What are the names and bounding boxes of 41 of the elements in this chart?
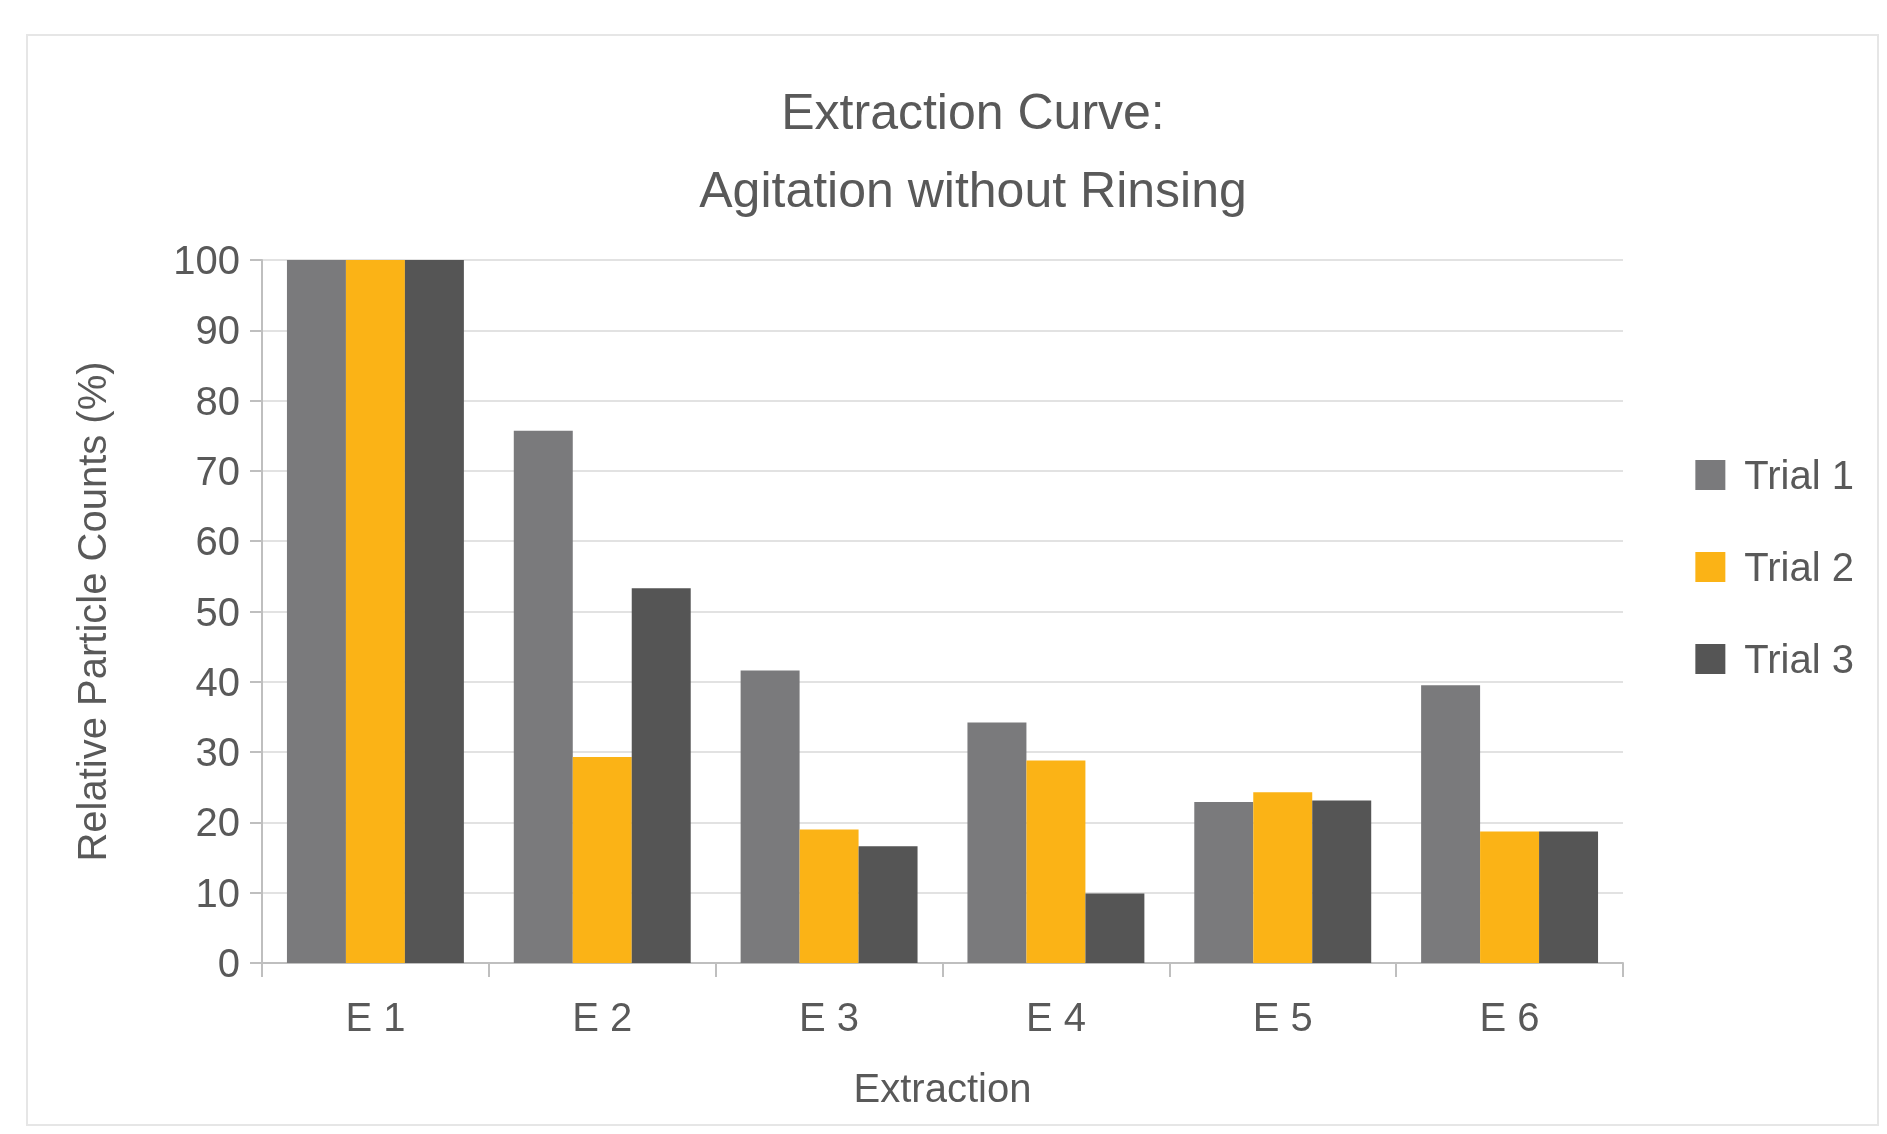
bar [858,846,918,963]
y-tick-label: 60 [195,519,240,564]
bar [345,260,405,963]
bar [1253,792,1313,963]
bar [1312,800,1372,963]
y-tick-label: 50 [195,589,240,634]
x-axis-title: Extraction [853,1066,1032,1110]
legend-label: Trial 3 [1744,637,1855,681]
legend-label: Trial 2 [1744,545,1855,589]
y-tick-label: 0 [217,941,240,985]
bar [286,260,346,963]
y-tick-label: 90 [195,308,240,353]
bar [631,588,691,963]
y-tick-label: 10 [195,870,240,915]
bar [1480,831,1540,963]
x-tick-label: E 1 [345,995,406,1039]
bar [572,757,632,963]
bar [1194,802,1254,963]
x-tick-label: E 3 [799,995,860,1039]
x-tick-label: E 6 [1479,995,1540,1039]
bar [404,260,464,963]
bar [513,430,573,963]
chart-title: Extraction Curve: Agitation without Rinsing [699,84,1247,218]
bar [1085,893,1145,963]
y-tick-label: 20 [195,800,240,845]
legend-label: Trial 1 [1744,453,1855,497]
y-tick-label: 100 [173,238,240,282]
x-tick-label: E 4 [1025,995,1086,1039]
bar [1026,760,1086,963]
y-tick-label: 30 [195,730,240,775]
y-axis-title: Relative Particle Counts (%) [70,361,114,862]
bar [1421,685,1481,963]
x-tick-label: E 5 [1252,995,1313,1039]
x-tick-label: E 2 [572,995,633,1039]
bar [967,722,1027,963]
bar [1539,831,1599,963]
bar [740,670,800,963]
y-tick-label: 40 [195,659,240,704]
y-tick-label: 80 [195,378,240,423]
bar [799,829,859,963]
y-tick-label: 70 [195,448,240,493]
